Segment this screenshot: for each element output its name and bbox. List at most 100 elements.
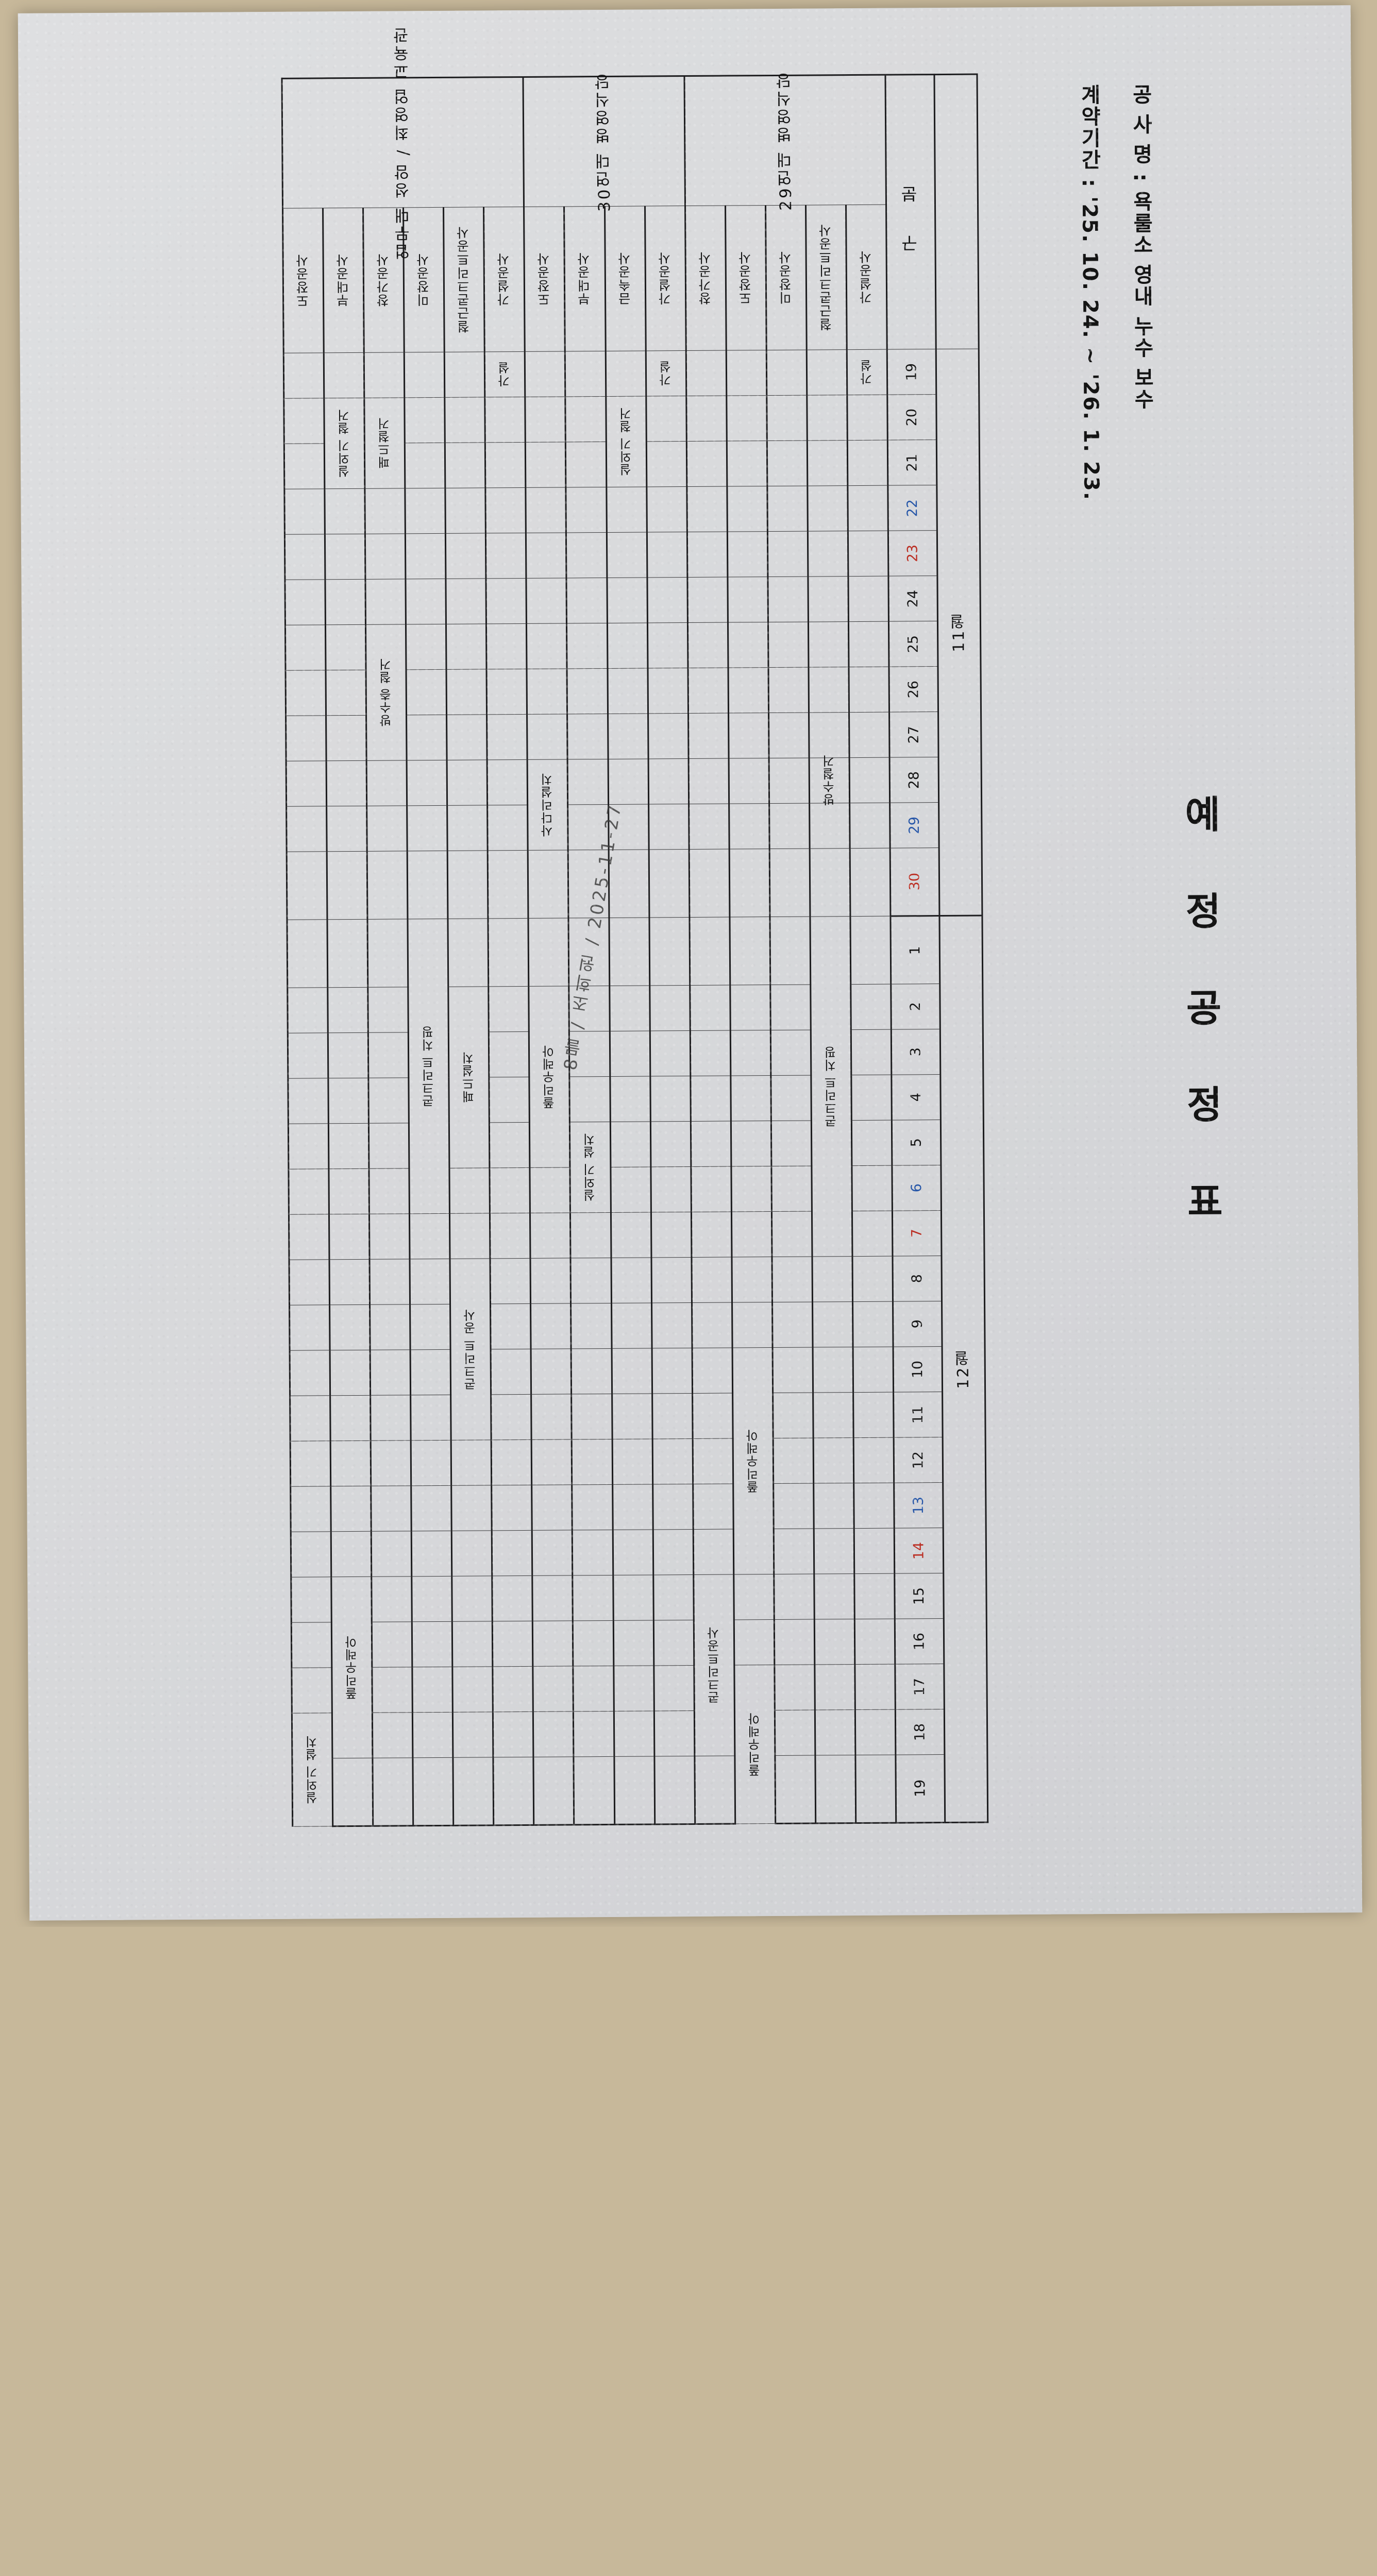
schedule-cell[interactable] bbox=[687, 668, 729, 714]
schedule-cell[interactable] bbox=[770, 1030, 811, 1076]
schedule-cell[interactable] bbox=[733, 1574, 775, 1620]
schedule-cell[interactable] bbox=[567, 714, 608, 759]
schedule-cell[interactable] bbox=[773, 1393, 813, 1438]
schedule-cell[interactable] bbox=[284, 488, 325, 535]
schedule-cell[interactable] bbox=[855, 1709, 896, 1755]
schedule-cell[interactable] bbox=[325, 624, 366, 670]
schedule-cell[interactable] bbox=[364, 488, 406, 534]
task-bar[interactable]: 가설 bbox=[645, 350, 686, 397]
schedule-cell[interactable] bbox=[569, 1031, 610, 1077]
schedule-cell[interactable] bbox=[290, 1440, 331, 1487]
schedule-cell[interactable] bbox=[649, 1030, 691, 1076]
schedule-cell[interactable] bbox=[651, 1348, 693, 1394]
schedule-cell[interactable] bbox=[651, 1302, 692, 1348]
schedule-cell[interactable] bbox=[610, 1076, 650, 1122]
schedule-cell[interactable] bbox=[532, 1575, 573, 1621]
schedule-cell[interactable] bbox=[854, 1619, 895, 1665]
schedule-cell[interactable] bbox=[289, 1304, 330, 1351]
schedule-cell[interactable] bbox=[283, 398, 325, 444]
schedule-cell[interactable] bbox=[411, 1531, 452, 1577]
schedule-cell[interactable] bbox=[607, 577, 648, 623]
schedule-cell[interactable] bbox=[286, 670, 326, 716]
task-bar[interactable]: 콘크리트 치핑 bbox=[810, 916, 852, 1257]
schedule-cell[interactable] bbox=[407, 805, 448, 851]
schedule-cell[interactable] bbox=[328, 1168, 370, 1214]
schedule-cell[interactable] bbox=[608, 804, 649, 850]
schedule-cell[interactable] bbox=[491, 1439, 532, 1485]
schedule-cell[interactable] bbox=[325, 579, 366, 625]
schedule-cell[interactable] bbox=[371, 1531, 412, 1577]
schedule-cell[interactable] bbox=[407, 851, 448, 919]
schedule-cell[interactable] bbox=[691, 1212, 732, 1258]
schedule-cell[interactable] bbox=[573, 1620, 614, 1666]
schedule-cell[interactable] bbox=[451, 1530, 493, 1577]
schedule-cell[interactable] bbox=[771, 1166, 812, 1212]
schedule-cell[interactable] bbox=[608, 849, 649, 918]
schedule-cell[interactable] bbox=[692, 1438, 733, 1484]
schedule-cell[interactable] bbox=[650, 1166, 692, 1212]
task-bar[interactable]: 패드설치 bbox=[448, 986, 490, 1168]
schedule-cell[interactable] bbox=[367, 919, 408, 988]
schedule-cell[interactable] bbox=[412, 1667, 453, 1713]
schedule-cell[interactable] bbox=[405, 533, 446, 579]
schedule-cell[interactable] bbox=[492, 1575, 533, 1621]
schedule-cell[interactable] bbox=[613, 1574, 653, 1621]
schedule-cell[interactable] bbox=[572, 1439, 613, 1485]
schedule-cell[interactable] bbox=[574, 1756, 615, 1825]
schedule-cell[interactable] bbox=[287, 851, 328, 920]
schedule-cell[interactable] bbox=[490, 1167, 530, 1213]
schedule-cell[interactable] bbox=[808, 667, 849, 713]
schedule-cell[interactable] bbox=[814, 1573, 855, 1620]
schedule-cell[interactable] bbox=[485, 533, 527, 579]
schedule-cell[interactable] bbox=[452, 1666, 493, 1713]
schedule-cell[interactable] bbox=[406, 715, 447, 760]
task-bar[interactable]: 실외기 철거 bbox=[324, 398, 365, 489]
schedule-cell[interactable] bbox=[370, 1395, 411, 1441]
schedule-cell[interactable] bbox=[854, 1573, 895, 1619]
schedule-cell[interactable] bbox=[410, 1349, 451, 1395]
schedule-cell[interactable] bbox=[613, 1710, 654, 1757]
schedule-cell[interactable] bbox=[807, 395, 848, 441]
schedule-cell[interactable] bbox=[453, 1757, 494, 1826]
schedule-cell[interactable] bbox=[847, 485, 888, 531]
schedule-cell[interactable] bbox=[288, 1078, 329, 1124]
schedule-cell[interactable] bbox=[727, 531, 768, 578]
schedule-cell[interactable] bbox=[567, 668, 608, 714]
schedule-cell[interactable] bbox=[808, 531, 848, 577]
schedule-cell[interactable] bbox=[530, 1258, 571, 1304]
schedule-cell[interactable] bbox=[410, 1395, 451, 1440]
task-bar[interactable]: 콘크리트공사 bbox=[693, 1574, 735, 1756]
schedule-cell[interactable] bbox=[289, 1259, 330, 1306]
schedule-cell[interactable] bbox=[368, 1123, 410, 1169]
schedule-cell[interactable] bbox=[486, 623, 527, 669]
schedule-cell[interactable] bbox=[490, 1303, 531, 1349]
schedule-cell[interactable] bbox=[533, 1666, 574, 1712]
schedule-cell[interactable] bbox=[567, 759, 609, 805]
schedule-cell[interactable] bbox=[411, 1440, 451, 1486]
schedule-cell[interactable] bbox=[328, 1078, 369, 1124]
schedule-cell[interactable] bbox=[610, 1166, 651, 1213]
schedule-cell[interactable] bbox=[610, 1212, 651, 1258]
schedule-cell[interactable] bbox=[768, 758, 810, 804]
schedule-cell[interactable] bbox=[527, 668, 567, 715]
schedule-cell[interactable] bbox=[406, 669, 447, 715]
schedule-cell[interactable] bbox=[331, 1531, 372, 1577]
schedule-cell[interactable] bbox=[611, 1348, 652, 1394]
schedule-cell[interactable] bbox=[565, 396, 606, 442]
schedule-cell[interactable] bbox=[771, 1121, 812, 1166]
schedule-cell[interactable] bbox=[815, 1709, 855, 1756]
schedule-cell[interactable] bbox=[572, 1530, 613, 1575]
schedule-cell[interactable] bbox=[854, 1664, 896, 1710]
schedule-cell[interactable] bbox=[807, 485, 848, 532]
schedule-cell[interactable] bbox=[365, 533, 406, 580]
schedule-cell[interactable] bbox=[572, 1394, 612, 1439]
schedule-cell[interactable] bbox=[653, 1620, 694, 1666]
schedule-cell[interactable] bbox=[367, 851, 408, 920]
schedule-cell[interactable] bbox=[533, 1711, 574, 1757]
schedule-cell[interactable] bbox=[728, 713, 769, 759]
schedule-cell[interactable] bbox=[371, 1485, 412, 1532]
schedule-cell[interactable] bbox=[284, 534, 326, 580]
schedule-cell[interactable] bbox=[530, 1212, 571, 1259]
schedule-cell[interactable] bbox=[489, 986, 529, 1032]
schedule-cell[interactable] bbox=[327, 919, 368, 988]
